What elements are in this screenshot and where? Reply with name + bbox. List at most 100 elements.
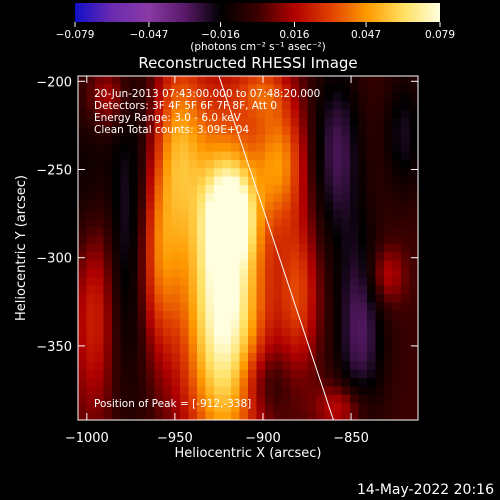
heatmap-cell	[112, 76, 122, 85]
heatmap-cell	[401, 386, 411, 396]
heatmap-cell	[290, 277, 300, 287]
heatmap-cell	[214, 218, 224, 228]
heatmap-cell	[188, 201, 198, 211]
heatmap-cell	[358, 294, 368, 304]
heatmap-cell	[95, 302, 105, 312]
heatmap-cell	[282, 361, 292, 371]
heatmap-cell	[197, 159, 207, 169]
heatmap-cell	[231, 285, 241, 295]
heatmap-cell	[401, 159, 411, 169]
heatmap-cell	[248, 201, 258, 211]
heatmap-cell	[188, 268, 198, 278]
heatmap-cell	[197, 344, 207, 354]
heatmap-cell	[282, 176, 292, 186]
heatmap-cell	[307, 411, 317, 420]
heatmap-cell	[95, 159, 105, 169]
heatmap-cell	[154, 109, 164, 119]
heatmap-cell	[282, 92, 292, 102]
colorbar-tick-label: −0.047	[129, 29, 168, 41]
heatmap-cell	[290, 92, 300, 102]
heatmap-cell	[350, 176, 360, 186]
heatmap-cell	[299, 126, 309, 136]
heatmap-cell	[222, 117, 232, 127]
heatmap-cell	[103, 201, 113, 211]
heatmap-cell	[299, 235, 309, 245]
heatmap-cell	[265, 361, 275, 371]
heatmap-cell	[197, 310, 207, 320]
heatmap-cell	[307, 260, 317, 270]
heatmap-cell	[358, 277, 368, 287]
heatmap-cell	[239, 277, 249, 287]
heatmap-cell	[188, 92, 198, 102]
heatmap-cell	[375, 327, 385, 337]
heatmap-cell	[333, 109, 343, 119]
heatmap-cell	[256, 411, 266, 420]
heatmap-cell	[222, 319, 232, 329]
heatmap-cell	[95, 218, 105, 228]
heatmap-cell	[248, 268, 258, 278]
heatmap-cell	[205, 386, 215, 396]
heatmap-cell	[137, 109, 147, 119]
heatmap-cell	[146, 336, 156, 346]
heatmap-cell	[282, 352, 292, 362]
heatmap-cell	[146, 394, 156, 404]
heatmap-cell	[307, 193, 317, 203]
heatmap-cell	[290, 386, 300, 396]
heatmap-cell	[290, 109, 300, 119]
heatmap-cell	[171, 336, 181, 346]
heatmap-cell	[358, 260, 368, 270]
heatmap-cell	[273, 310, 283, 320]
heatmap-cell	[265, 327, 275, 337]
heatmap-cell	[316, 394, 326, 404]
heatmap-cell	[137, 327, 147, 337]
colorbar-tick-label: 0.047	[351, 29, 381, 41]
heatmap-cell	[129, 327, 139, 337]
heatmap-cell	[171, 344, 181, 354]
heatmap-cell	[146, 109, 156, 119]
heatmap-cell	[214, 294, 224, 304]
heatmap-cell	[290, 302, 300, 312]
heatmap-cell	[214, 151, 224, 161]
heatmap-cell	[375, 193, 385, 203]
heatmap-cell	[282, 117, 292, 127]
heatmap-cell	[265, 84, 275, 94]
heatmap-cell	[180, 201, 190, 211]
heatmap-cell	[392, 352, 402, 362]
heatmap-cell	[256, 352, 266, 362]
heatmap-cell	[375, 386, 385, 396]
heatmap-cell	[290, 319, 300, 329]
heatmap-cell	[358, 319, 368, 329]
heatmap-cell	[180, 76, 190, 85]
heatmap-cell	[290, 336, 300, 346]
heatmap-cell	[307, 268, 317, 278]
heatmap-cell	[299, 218, 309, 228]
heatmap-cell	[222, 394, 232, 404]
heatmap-cell	[307, 344, 317, 354]
heatmap-cell	[265, 185, 275, 195]
heatmap-cell	[103, 227, 113, 237]
heatmap-cell	[324, 126, 334, 136]
heatmap-cell	[171, 319, 181, 329]
heatmap-cell	[316, 411, 326, 420]
heatmap-cell	[248, 185, 258, 195]
heatmap-cell	[350, 361, 360, 371]
heatmap-cell	[307, 285, 317, 295]
heatmap-cell	[307, 185, 317, 195]
heatmap-cell	[86, 252, 96, 262]
heatmap-cell	[401, 76, 411, 85]
heatmap-cell	[137, 260, 147, 270]
heatmap-cell	[146, 117, 156, 127]
heatmap-cell	[392, 201, 402, 211]
heatmap-cell	[341, 310, 351, 320]
heatmap-cell	[358, 151, 368, 161]
heatmap-cell	[222, 84, 232, 94]
heatmap-cell	[78, 386, 88, 396]
heatmap-cell	[307, 168, 317, 178]
heatmap-cell	[401, 252, 411, 262]
heatmap-cell	[129, 378, 139, 388]
heatmap-cell	[78, 294, 88, 304]
heatmap-cell	[256, 101, 266, 111]
heatmap-cell	[222, 386, 232, 396]
heatmap-cell	[163, 294, 173, 304]
heatmap-cell	[205, 361, 215, 371]
